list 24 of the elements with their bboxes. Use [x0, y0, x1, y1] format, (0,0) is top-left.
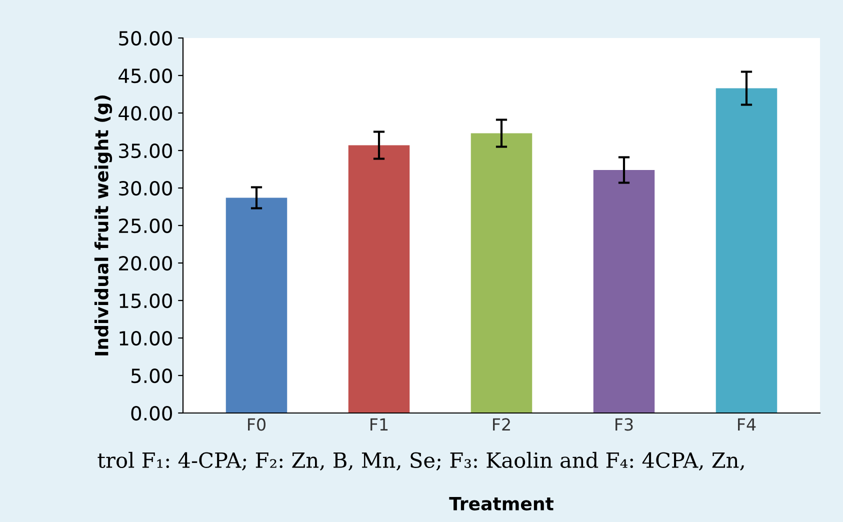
y-tick-label: 25.00	[119, 218, 172, 234]
y-tick-label: 15.00	[120, 293, 172, 308]
bar	[226, 198, 288, 413]
y-tick-label: 30.00	[119, 180, 172, 196]
y-tick-label: 5.00	[131, 368, 172, 384]
y-axis-title: Individual fruit weight (g)	[94, 96, 112, 356]
y-tick-label: 20.00	[119, 256, 172, 271]
x-axis-title: Treatment	[449, 497, 554, 510]
x-tick-label: F4	[738, 418, 756, 431]
bar	[593, 170, 655, 413]
y-tick-label: 0.00	[131, 406, 172, 421]
y-tick-label: 10.00	[120, 330, 172, 346]
bar	[348, 145, 410, 413]
x-tick-label: F2	[493, 418, 510, 431]
x-tick-label: F3	[616, 418, 633, 431]
text: trol F₁: 4-CPA; F₂: Zn, B, Mn, Se; F₃: Kaolin and F₄: 4CPA, Zn,	[98, 452, 744, 471]
y-tick-label: 35.00	[119, 143, 172, 158]
x-tick-label: F1	[370, 418, 388, 431]
y-tick-label: 50.00	[119, 30, 172, 46]
y-tick-label: 45.00	[118, 68, 172, 84]
y-tick-label: 40.00	[118, 106, 172, 121]
x-tick-label: F0	[248, 418, 266, 431]
bar	[470, 133, 532, 413]
bar	[716, 88, 778, 413]
